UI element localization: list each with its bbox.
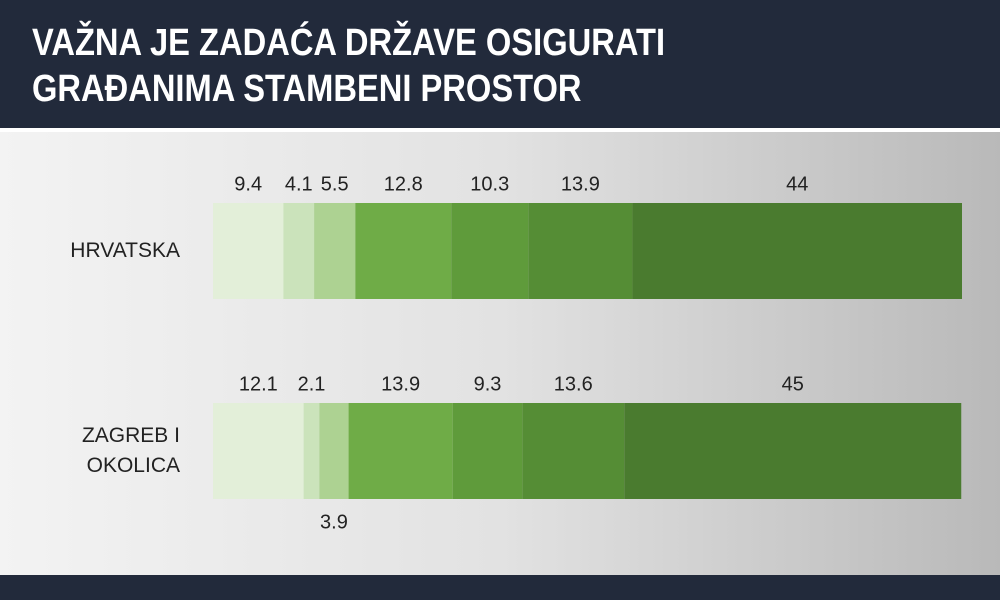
value-label: 3.9 [320,511,348,533]
value-label: 12.1 [239,373,278,395]
bar-segment [303,403,320,499]
value-label: 5.5 [321,173,349,195]
value-label: 13.6 [554,373,593,395]
bar-segment [632,203,962,299]
value-label: 4.1 [285,173,313,195]
title: GRAĐANIMA STAMBENI PROSTOR [32,68,582,110]
bar-segment [348,403,453,499]
value-label: 13.9 [561,173,600,195]
bar-segment [355,203,452,299]
bar-segment [452,403,523,499]
category-label: HRVATSKA [70,239,180,262]
bar-segment [528,203,633,299]
category-label: ZAGREB I OKOLICA [81,424,180,477]
bar-segment [451,203,529,299]
value-label: 45 [782,373,804,395]
value-label: 10.3 [470,173,509,195]
bar-segment [314,203,356,299]
footer [0,575,1000,600]
title: VAŽNA JE ZADAĆA DRŽAVE OSIGURATI [32,22,666,64]
header: VAŽNA JE ZADAĆA DRŽAVE OSIGURATI GRAĐANI… [0,0,1000,132]
value-label: 12.8 [384,173,423,195]
value-label: 2.1 [298,373,326,395]
bar-segment [213,203,284,299]
bar-segment [283,203,315,299]
value-label: 9.4 [234,173,262,195]
value-label: 13.9 [381,373,420,395]
bar-segment [522,403,625,499]
value-label: 9.3 [474,373,502,395]
value-label: 44 [786,173,808,195]
bar-segment [624,403,962,499]
bar-segment [213,403,304,499]
bar-segment [319,403,349,499]
